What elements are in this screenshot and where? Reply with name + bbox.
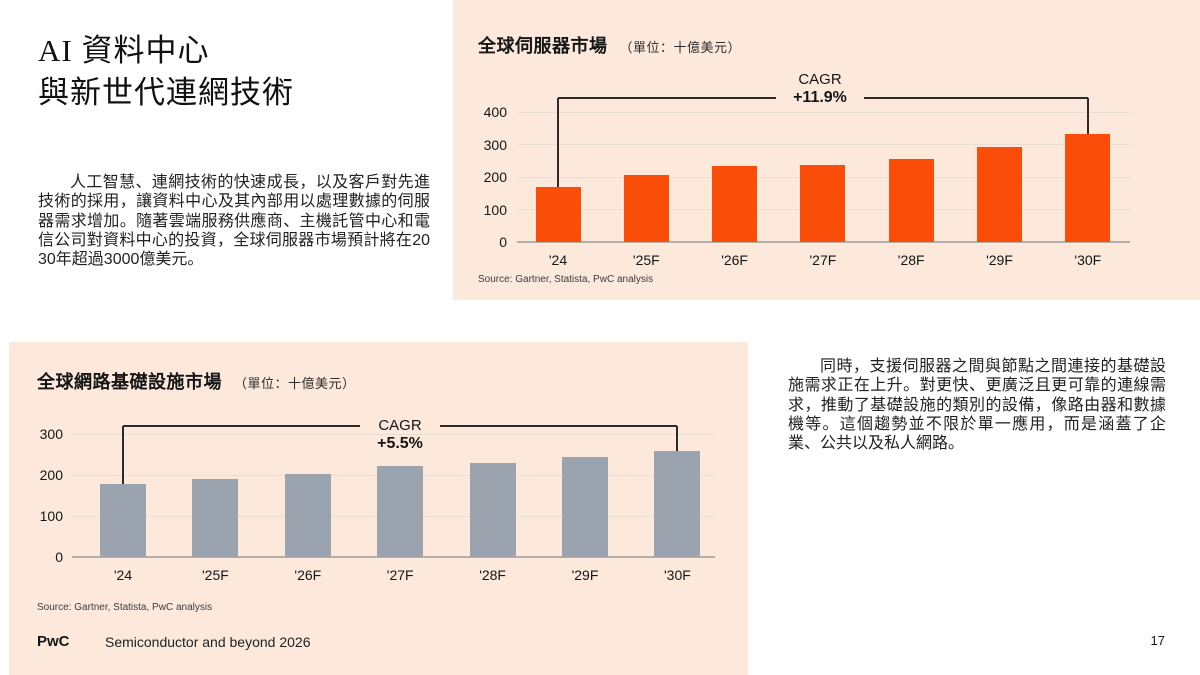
cagr-bracket-top-line [440, 425, 678, 427]
cagr-bracket-right-line [676, 426, 679, 452]
source-note: Source: Gartner, Statista, PwC analysis [478, 274, 654, 285]
bar-28F [888, 158, 934, 242]
server-market-chart: 0 100 200 300 400 '24 '25F '26F '27F '28F '29F '30F… [453, 0, 1200, 300]
bar-26F [284, 474, 331, 557]
y-tick-label: 300 [483, 136, 507, 153]
x-tick-label: '29F [571, 567, 599, 583]
x-tick-label: '24 [113, 567, 133, 583]
chart-title-row: 全球伺服器市場 （單位：十億美元） [478, 32, 741, 58]
page-title: AI 資料中心 與新世代連網技術 [38, 30, 294, 114]
chart-title: 全球網路基礎設施市場 [37, 372, 222, 392]
page-title-line2: 與新世代連網技術 [38, 75, 294, 110]
cagr-value: +11.9% [793, 89, 847, 106]
cagr-bracket-left-line [557, 98, 559, 187]
bar-29F [977, 147, 1022, 242]
bar-25F [623, 175, 669, 242]
x-axis-line [72, 556, 715, 558]
x-tick-label: '30F [1074, 252, 1102, 268]
x-tick-label: '26F [721, 252, 748, 268]
y-tick-label: 400 [483, 104, 507, 121]
bar-24 [100, 484, 146, 557]
bar-30F [654, 451, 701, 557]
cagr-bracket-top-line [558, 97, 776, 99]
server-market-panel: 全球伺服器市場 （單位：十億美元） 0 100 200 300 400 '24 '25F '26… [453, 0, 1200, 300]
cagr-label: CAGR [798, 71, 842, 88]
x-tick-label: '30F [663, 567, 691, 583]
chart-unit-label: （單位：十億美元） [234, 376, 356, 391]
bar-25F [192, 479, 239, 557]
source-note: Source: Gartner, Statista, PwC analysis [37, 602, 213, 613]
network-infrastructure-chart: 0 100 200 300 '24 '25F '26F '27F '28F '29F '30F CAG… [9, 342, 748, 675]
cagr-bracket-left-line [122, 426, 124, 485]
x-tick-label: '26F [294, 567, 322, 583]
chart-title-row: 全球網路基礎設施市場 （單位：十億美元） [37, 368, 356, 394]
x-tick-label: '25F [632, 252, 660, 268]
x-tick-label: '27F [386, 567, 414, 583]
x-tick-label: '24 [548, 252, 568, 268]
x-tick-label: '28F [479, 567, 506, 583]
y-tick-label: 200 [483, 169, 507, 186]
bar-26F [712, 165, 758, 242]
report-title: Semiconductor and beyond 2026 [105, 634, 311, 650]
bar-28F [469, 463, 516, 557]
pwc-logo: PwC [37, 633, 70, 650]
x-axis-line [517, 241, 1130, 243]
y-tick-label: 200 [39, 467, 63, 483]
bar-29F [562, 457, 608, 557]
network-infrastructure-panel: 全球網路基礎設施市場 （單位：十億美元） 0 100 200 300 '24 '25F '26… [9, 342, 748, 675]
cagr-bracket-top-line [123, 425, 360, 427]
chart-unit-label: （單位：十億美元） [619, 40, 742, 55]
page-title-line1: AI 資料中心 [38, 33, 210, 68]
gridline [517, 144, 1130, 146]
y-tick-label: 300 [39, 426, 63, 442]
cagr-bracket-top-line [864, 97, 1088, 99]
x-tick-label: '25F [201, 567, 229, 583]
y-tick-label: 100 [39, 508, 63, 524]
left-paragraph: 人工智慧、連網技術的快速成長，以及客戶對先進技術的採用，讓資料中心及其內部用以處… [38, 174, 430, 269]
bar-27F [800, 165, 846, 242]
y-tick-label: 100 [483, 201, 507, 218]
bar-30F [1065, 134, 1111, 242]
y-tick-label: 0 [499, 234, 507, 250]
page-number: 17 [1150, 633, 1165, 648]
right-paragraph: 同時，支援伺服器之間與節點之間連接的基礎設施需求正在上升。對更快、更廣泛且更可靠… [788, 358, 1166, 453]
cagr-value: +5.5% [377, 435, 423, 452]
cagr-bracket-right-line [1086, 98, 1089, 135]
bar-27F [377, 466, 424, 557]
cagr-label: CAGR [378, 417, 422, 434]
gridline [72, 433, 715, 435]
x-tick-label: '28F [897, 252, 925, 268]
chart-title: 全球伺服器市場 [478, 36, 608, 56]
x-tick-label: '29F [986, 252, 1013, 268]
x-tick-label: '27F [809, 252, 837, 268]
bar-24 [535, 186, 581, 242]
gridline [517, 111, 1130, 113]
y-tick-label: 0 [55, 549, 63, 565]
